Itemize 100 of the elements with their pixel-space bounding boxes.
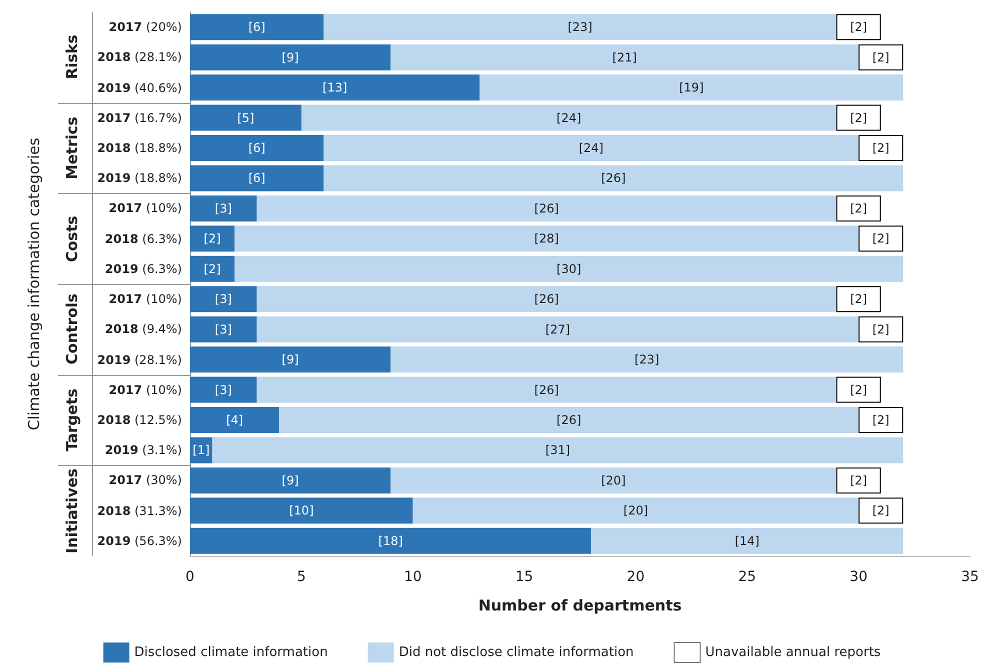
data-label: [23] [568, 20, 592, 34]
bar [858, 135, 904, 161]
bar [190, 376, 257, 403]
bar [256, 286, 836, 312]
legend-label: Did not disclose climate information [398, 645, 634, 660]
y-tick-label: 2018 (31.3%) [97, 504, 182, 518]
data-label: [26] [556, 413, 582, 427]
data-label: [2] [872, 50, 890, 64]
bar [190, 44, 391, 70]
bar [324, 165, 904, 192]
data-label: [27] [545, 322, 570, 336]
data-label: [1] [192, 443, 210, 458]
bar [234, 256, 904, 282]
bar [190, 437, 212, 464]
y-tick-label: 2018 (12.5%) [97, 413, 182, 427]
bar [256, 195, 836, 222]
bar [256, 376, 836, 403]
data-label: [2] [872, 413, 890, 427]
data-label: [2] [850, 292, 868, 306]
data-label: [24] [556, 110, 582, 125]
x-tick-label: 20 [626, 569, 645, 585]
data-label: [18] [378, 534, 403, 548]
data-label: [9] [282, 473, 299, 488]
bar [858, 44, 904, 70]
bar [190, 316, 257, 342]
bar [324, 135, 859, 161]
y-tick-label: 2019 (28.1%) [97, 352, 182, 367]
text: Controls [63, 294, 81, 365]
data-label: [3] [214, 322, 232, 336]
y-tick-label: 2018 (18.8%) [97, 141, 182, 155]
bar [190, 528, 592, 554]
text: Targets [63, 388, 81, 452]
data-label: [30] [556, 262, 582, 276]
x-tick-label: 5 [296, 569, 306, 585]
bar [390, 467, 836, 494]
x-tick-label: 35 [961, 569, 979, 585]
data-label: [6] [248, 171, 266, 186]
y-tick-label: 2019 (56.3%) [97, 534, 182, 548]
bar [190, 407, 280, 433]
y-tick-label: 2018 (6.3%) [104, 232, 182, 246]
x-tick-label: 15 [515, 569, 534, 585]
data-label: [2] [872, 322, 890, 336]
data-label: [31] [545, 443, 570, 458]
bar [190, 165, 324, 192]
text: Metrics [63, 116, 81, 180]
bar [190, 226, 235, 252]
data-label: [3] [214, 382, 232, 397]
bar [190, 346, 391, 373]
data-label: [6] [248, 20, 266, 34]
bar [234, 226, 859, 252]
bar [836, 286, 881, 312]
y-tick-label: 2017 (20%) [108, 20, 182, 34]
data-label: [2] [204, 262, 221, 276]
data-label: [14] [734, 534, 760, 548]
bar [324, 14, 836, 40]
data-label: [2] [872, 141, 890, 155]
bar [390, 346, 904, 373]
bar [858, 316, 904, 342]
bar [836, 14, 881, 40]
data-label: [26] [534, 292, 559, 306]
data-label: [13] [322, 80, 348, 95]
y-tick-label: 2017 (10%) [108, 382, 182, 397]
bar [190, 104, 302, 131]
legend-label: Unavailable annual reports [705, 645, 881, 660]
bar [256, 316, 859, 342]
y-tick-label: 2018 (28.1%) [97, 50, 182, 64]
bar [858, 226, 904, 252]
bar [390, 44, 859, 70]
data-label: [21] [612, 50, 637, 64]
bar [301, 104, 836, 131]
x-tick-label: 25 [738, 569, 756, 585]
bar [190, 498, 413, 524]
bar [836, 376, 881, 403]
data-label: [9] [282, 50, 299, 64]
text: Costs [63, 215, 81, 262]
bar [190, 135, 324, 161]
data-label: [2] [850, 20, 868, 34]
data-label: [3] [214, 292, 232, 306]
y-tick-label: 2019 (3.1%) [104, 443, 182, 458]
y-tick-label: 2017 (16.7%) [97, 110, 182, 125]
data-label: [24] [578, 141, 604, 155]
data-label: [10] [289, 504, 314, 518]
data-label: [28] [534, 232, 559, 246]
data-label: [26] [534, 382, 559, 397]
y-tick-label: 2017 (10%) [108, 292, 182, 306]
bar [279, 407, 859, 433]
y-tick-label: 2019 (18.8%) [97, 171, 182, 186]
bar [190, 195, 257, 222]
legend-label: Disclosed climate information [134, 645, 328, 660]
bar [190, 286, 257, 312]
x-tick-label: 30 [850, 569, 868, 585]
data-label: [2] [850, 201, 868, 216]
data-label: [2] [850, 110, 868, 125]
bar [836, 104, 881, 131]
data-label: [2] [850, 382, 868, 397]
x-tick-label: 10 [404, 569, 422, 585]
data-label: [26] [601, 171, 626, 186]
y-tick-label: 2017 (30%) [108, 473, 182, 488]
bar [190, 74, 480, 101]
bar [190, 256, 235, 282]
